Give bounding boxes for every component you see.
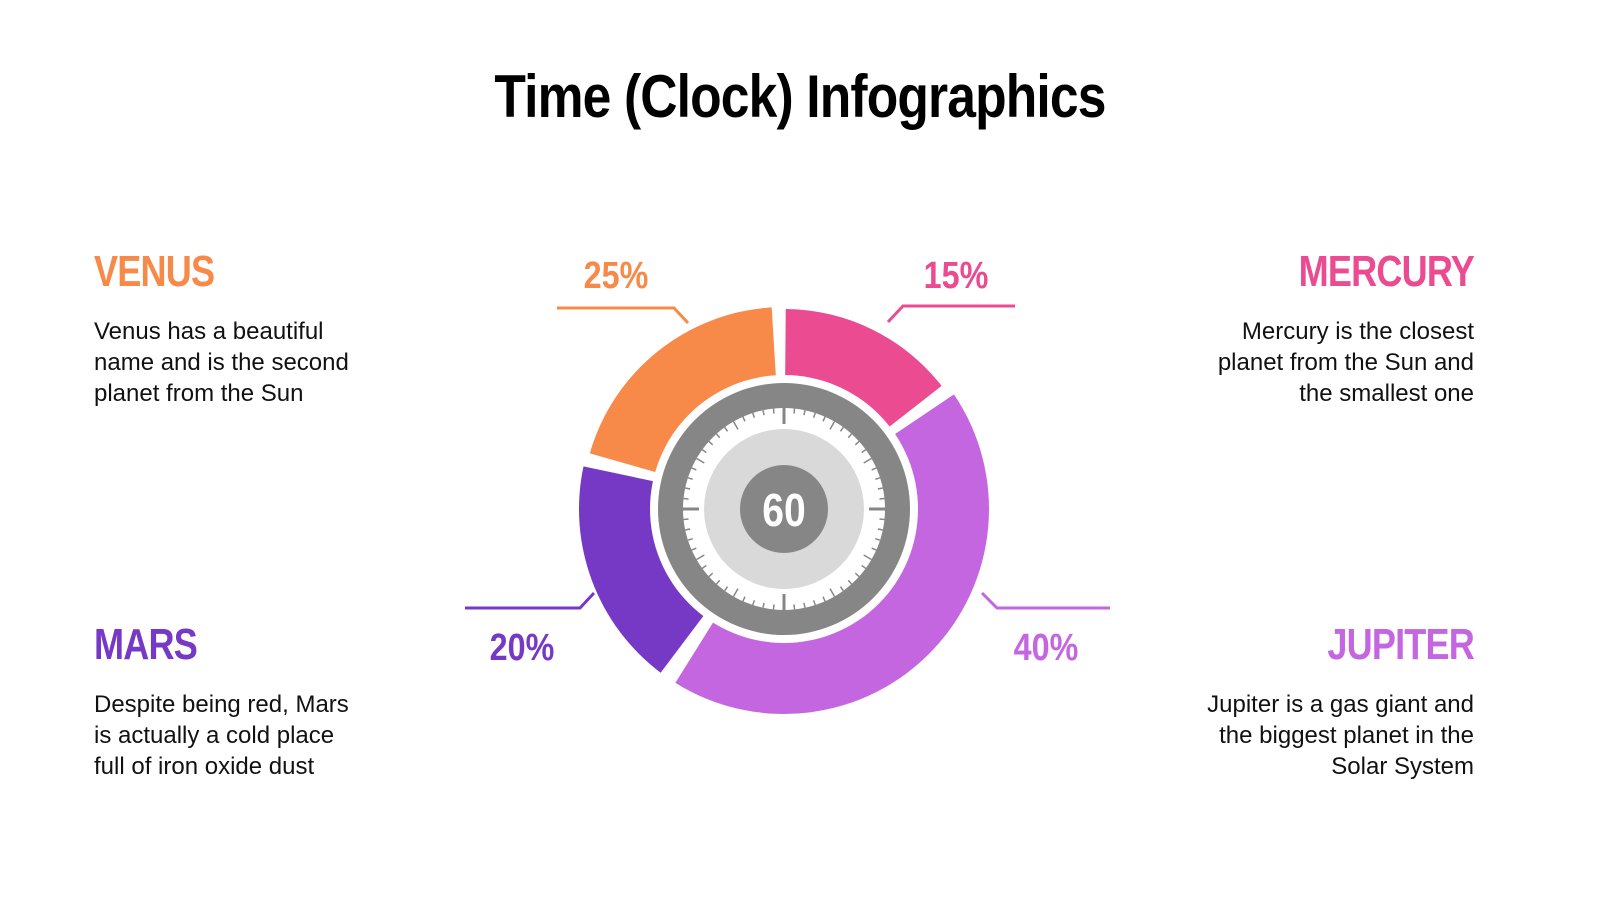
mars-description: Despite being red, Mars is actually a co… bbox=[94, 691, 349, 780]
jupiter-description: Jupiter is a gas giant and the biggest p… bbox=[1207, 691, 1474, 780]
mars-percent: 20% bbox=[490, 627, 555, 669]
mercury-description: Mercury is the closest planet from the S… bbox=[1217, 318, 1474, 407]
clock-dial-icon: 60 bbox=[650, 375, 918, 643]
dial-ticks bbox=[683, 408, 885, 610]
venus-description: Venus has a beautiful name and is the se… bbox=[94, 318, 349, 407]
venus-heading: VENUS bbox=[94, 247, 215, 296]
mars-legend: MARS Despite being red, Mars is actually… bbox=[94, 623, 414, 782]
jupiter-heading: JUPITER bbox=[1327, 620, 1474, 669]
page-title: Time (Clock) Infographics bbox=[494, 63, 1106, 130]
mercury-legend: MERCURY Mercury is the closest planet fr… bbox=[1154, 247, 1475, 409]
venus-leader-line bbox=[557, 306, 690, 325]
venus-segment bbox=[589, 307, 777, 475]
jupiter-percent: 40% bbox=[1014, 627, 1079, 669]
venus-percent: 25% bbox=[584, 255, 649, 297]
mars-heading: MARS bbox=[94, 620, 198, 669]
mercury-percent: 15% bbox=[924, 255, 989, 297]
center-label: 60 bbox=[762, 485, 805, 537]
mercury-heading: MERCURY bbox=[1298, 247, 1475, 296]
venus-legend: VENUS Venus has a beautiful name and is … bbox=[94, 250, 414, 409]
dial-hub bbox=[740, 465, 828, 553]
mars-segment bbox=[579, 466, 709, 673]
mercury-leader-line bbox=[886, 304, 1015, 324]
jupiter-leader-line bbox=[980, 591, 1110, 610]
jupiter-legend: JUPITER Jupiter is a gas giant and the b… bbox=[1154, 620, 1475, 782]
mercury-segment bbox=[785, 309, 942, 433]
mars-leader-line bbox=[465, 591, 596, 610]
